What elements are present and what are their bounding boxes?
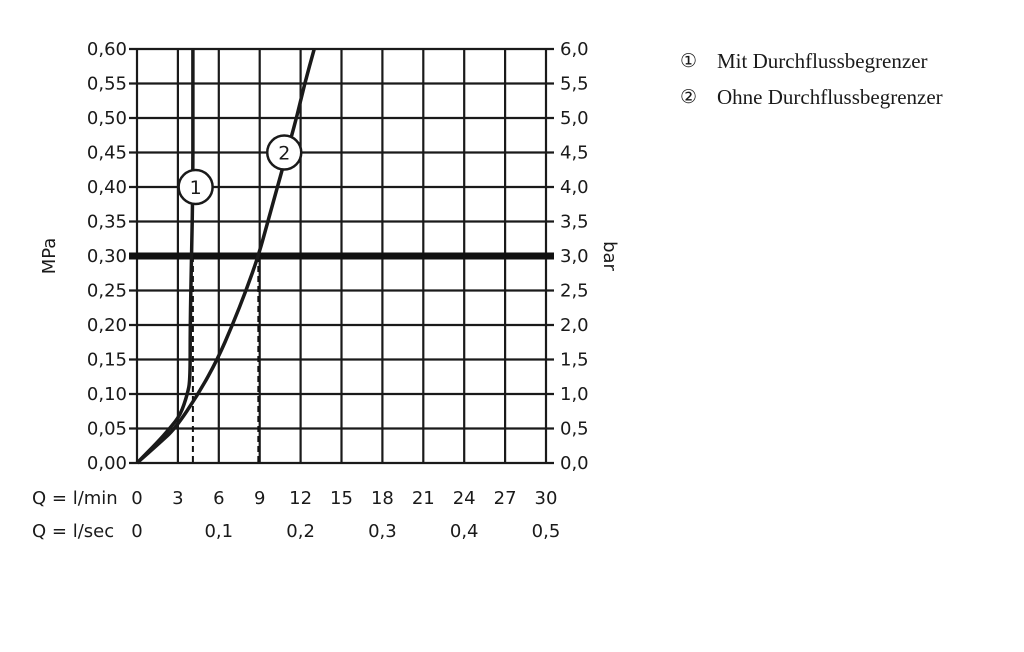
x-axis-label: Q = l/min [32, 488, 118, 509]
x-tick-label: 30 [535, 488, 558, 509]
y-tick-label-left: 0,40 [87, 177, 127, 198]
x-tick-label: 12 [289, 488, 312, 509]
y-tick-label-left: 0,60 [87, 39, 127, 60]
y-tick-label-right: 4,0 [560, 177, 589, 198]
y-tick-label-right: 0,5 [560, 419, 589, 440]
series-label-2: 2 [278, 143, 290, 165]
legend-item-2: ② Ohne Durchflussbegrenzer [680, 82, 970, 112]
x-tick-label: 3 [172, 488, 183, 509]
legend-item-1: ① Mit Durchflussbegrenzer [680, 46, 970, 76]
x2-tick-label: 0,1 [204, 521, 233, 542]
x-tick-label: 24 [453, 488, 476, 509]
series-label-1: 1 [190, 177, 202, 199]
legend-marker: ① [680, 50, 698, 72]
x2-tick-label: 0 [131, 521, 142, 542]
y-tick-label-left: 0,00 [87, 453, 127, 474]
y-tick-label-right: 1,5 [560, 350, 589, 371]
y-tick-label-right: 5,5 [560, 74, 589, 95]
y-tick-label-left: 0,35 [87, 212, 127, 233]
y-tick-label-right: 6,0 [560, 39, 589, 60]
x2-axis-label: Q = l/sec [32, 521, 114, 542]
series-line-2 [135, 48, 316, 465]
x2-tick-label: 0,4 [450, 521, 479, 542]
y-tick-label-right: 3,0 [560, 246, 589, 267]
y-tick-label-right: 3,5 [560, 212, 589, 233]
x2-tick-label: 0,2 [286, 521, 315, 542]
y-tick-label-right: 2,0 [560, 315, 589, 336]
x-tick-label: 0 [131, 488, 142, 509]
y-tick-label-right: 0,0 [560, 453, 589, 474]
y-tick-label-right: 5,0 [560, 108, 589, 129]
x-tick-label: 21 [412, 488, 435, 509]
y-tick-label-left: 0,25 [87, 281, 127, 302]
series-marker-2 [265, 134, 303, 171]
y-tick-label-left: 0,10 [87, 384, 127, 405]
x-tick-label: 15 [330, 488, 353, 509]
y-tick-label-left: 0,50 [87, 108, 127, 129]
x2-tick-label: 0,3 [368, 521, 397, 542]
y-axis-label-right: bar [599, 241, 620, 271]
x-tick-label: 27 [494, 488, 517, 509]
legend-marker: ② [680, 86, 698, 108]
y-tick-label-left: 0,45 [87, 143, 127, 164]
y-tick-label-right: 2,5 [560, 281, 589, 302]
legend-text: Ohne Durchflussbegrenzer [717, 85, 943, 109]
series-marker-1 [177, 168, 214, 206]
y-tick-label-left: 0,30 [87, 246, 127, 267]
y-tick-label-left: 0,15 [87, 350, 127, 371]
y-tick-label-right: 4,5 [560, 143, 589, 164]
y-tick-label-right: 1,0 [560, 384, 589, 405]
x2-tick-label: 0,5 [532, 521, 561, 542]
y-tick-label-left: 0,20 [87, 315, 127, 336]
y-tick-label-left: 0,55 [87, 74, 127, 95]
x-tick-label: 18 [371, 488, 394, 509]
legend-text: Mit Durchflussbegrenzer [717, 49, 928, 73]
y-tick-label-left: 0,05 [87, 419, 127, 440]
x-tick-label: 9 [254, 488, 265, 509]
y-axis-label-left: MPa [39, 238, 60, 275]
legend: ① Mit Durchflussbegrenzer ② Ohne Durchfl… [680, 46, 970, 112]
x-tick-label: 6 [213, 488, 224, 509]
